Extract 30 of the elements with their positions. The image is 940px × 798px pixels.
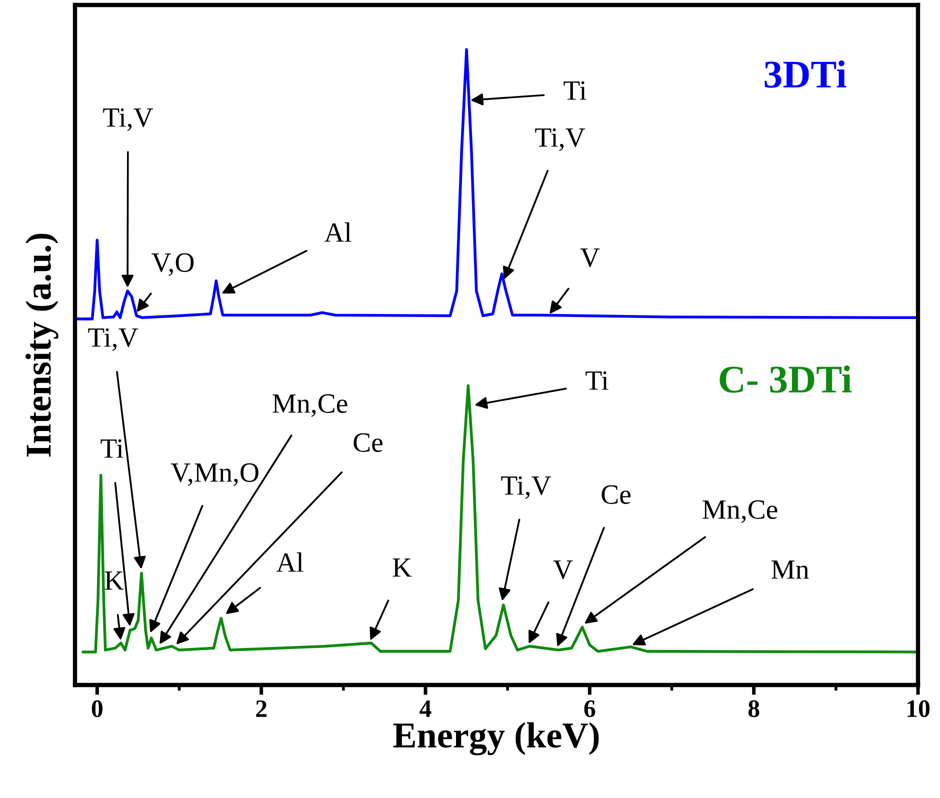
annotation: Ti,V bbox=[535, 128, 586, 151]
annotation: Ti bbox=[586, 371, 608, 390]
annotation: Ti bbox=[564, 81, 586, 100]
text: C- 3DTi bbox=[720, 365, 852, 393]
annotation: K bbox=[392, 558, 412, 577]
x-tick-label: 10 bbox=[908, 700, 930, 718]
x-tick-label: 2 bbox=[256, 700, 267, 717]
annotation: V bbox=[553, 560, 573, 580]
annotation: Mn,Ce bbox=[272, 394, 348, 417]
annotation: V,Mn,O bbox=[170, 463, 258, 486]
annotation: Ti,V bbox=[88, 328, 138, 351]
annotation: Al bbox=[276, 552, 304, 572]
x-axis-title: Energy (keV) bbox=[393, 722, 599, 756]
annotation: K bbox=[104, 571, 124, 590]
annotation: Mn bbox=[772, 560, 809, 579]
annotation: Ce bbox=[354, 433, 382, 452]
annotation: V,O bbox=[152, 253, 194, 276]
annotation: V bbox=[580, 248, 600, 268]
text: 3DTi bbox=[764, 60, 846, 88]
annotation: Ti bbox=[100, 439, 124, 458]
x-tick-label: 6 bbox=[584, 700, 596, 718]
x-tick-label: 8 bbox=[748, 700, 760, 718]
annotation: Ce bbox=[602, 485, 630, 504]
y-axis-title: Intensity (a.u.) bbox=[25, 234, 58, 457]
annotation: Ti,V bbox=[103, 108, 154, 131]
annotation: Mn,Ce bbox=[702, 500, 778, 523]
annotation: Al bbox=[324, 222, 352, 242]
x-tick-label: 4 bbox=[420, 700, 432, 717]
annotation: Ti,V bbox=[501, 476, 552, 499]
x-tick-label: 0 bbox=[92, 700, 102, 718]
